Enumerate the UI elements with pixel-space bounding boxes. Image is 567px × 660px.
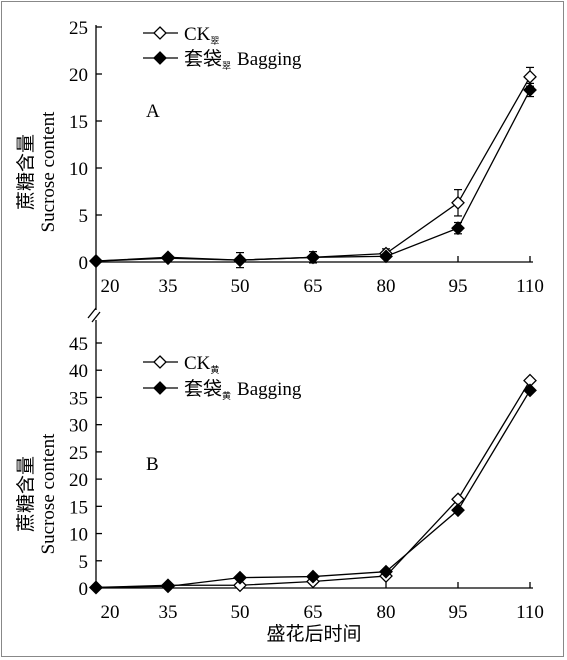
x-tick-label: 95 (449, 276, 468, 297)
panel-b-ylabel-cn: 蔗糖含量 (15, 456, 37, 532)
x-tick-label: 65 (304, 276, 323, 297)
x-tick-label: 80 (377, 602, 396, 623)
x-tick-label: 110 (516, 602, 544, 623)
legend-bagging-suffix: Bagging (237, 49, 302, 70)
panel-b-series (89, 373, 537, 595)
data-point-bagging (233, 253, 247, 268)
legend-b-ck-name: CK (184, 353, 211, 374)
y-tick-label: 30 (69, 416, 88, 437)
legend-b-bagging-sub: 黄 (222, 390, 231, 401)
legend-marker-bagging (153, 51, 167, 65)
data-point-bagging (161, 251, 175, 266)
y-tick-label: 15 (69, 497, 88, 518)
data-point-bagging (161, 579, 175, 594)
data-point-bagging (306, 569, 320, 584)
x-tick-label: 110 (516, 276, 544, 297)
x-tick-label: 20 (101, 276, 120, 297)
x-tick-label: 80 (377, 276, 396, 297)
data-point-bagging (523, 83, 537, 97)
y-tick-label: 10 (69, 159, 88, 180)
y-tick-label: 20 (69, 470, 88, 491)
x-tick-label: 50 (231, 276, 250, 297)
panel-b-xlabel: 盛花后时间 (266, 623, 361, 645)
legend-b-marker-bagging (153, 381, 167, 395)
y-tick-label: 0 (79, 579, 89, 600)
legend-bagging-name: 套袋 (184, 48, 222, 70)
x-tick-label: 35 (159, 276, 178, 297)
legend-b-bagging-label: 套袋黄 Bagging (184, 378, 302, 401)
legend-bagging-label: 套袋翠 Bagging (184, 48, 302, 71)
data-point-bagging (233, 570, 247, 585)
x-tick-label: 35 (159, 602, 178, 623)
data-point-bagging (451, 221, 465, 236)
y-tick-label: 0 (79, 253, 89, 274)
series-line-1 (95, 89, 531, 262)
legend-b-marker-ck (153, 355, 167, 369)
legend-ck-sub: 翠 (210, 36, 219, 46)
y-tick-label: 10 (69, 525, 88, 546)
x-tick-label: 20 (101, 602, 120, 623)
data-point-bagging (523, 383, 537, 398)
panel-b-ylabel-en: Sucrose content (38, 433, 59, 555)
x-tick-label: 65 (304, 602, 323, 623)
y-tick-label: 5 (79, 552, 89, 573)
data-point-bagging (89, 580, 103, 595)
legend-bagging-sub: 翠 (222, 61, 231, 71)
x-tick-label: 50 (231, 602, 250, 623)
axis-break (87, 262, 101, 340)
panel-b-legend: CK黄 套袋黄 Bagging (143, 353, 302, 401)
data-point-bagging (451, 503, 465, 518)
legend-b-ck-sub: 黄 (210, 364, 219, 375)
series-line-0 (95, 380, 531, 589)
y-tick-label: 25 (69, 443, 88, 464)
y-tick-label: 45 (69, 334, 88, 355)
legend-b-bagging-name: 套袋 (184, 378, 222, 400)
y-tick-label: 35 (69, 388, 88, 409)
y-tick-label: 15 (69, 112, 88, 133)
data-point-ck (233, 578, 247, 593)
panel-b: 0 5 10 15 20 25 30 35 40 45 20 35 50 65 80 95 110 B 蔗糖含… (15, 334, 544, 645)
legend-ck-name: CK (184, 24, 211, 45)
panel-b-label: B (146, 454, 159, 475)
legend-ck-label: CK翠 (184, 24, 219, 46)
data-point-bagging (379, 564, 393, 579)
panel-a-y-ticks: 0 5 10 15 20 25 (69, 18, 102, 274)
legend-b-ck-label: CK黄 (184, 353, 219, 375)
series-line-0 (95, 76, 531, 262)
y-tick-label: 20 (69, 65, 88, 86)
data-point-bagging (379, 249, 393, 264)
data-point-ck (523, 69, 537, 84)
y-tick-label: 5 (79, 206, 89, 227)
panel-a-label: A (146, 101, 160, 122)
panel-b-x-ticks: 20 35 50 65 80 95 110 (95, 582, 544, 623)
y-tick-label: 25 (69, 18, 88, 39)
legend-marker-ck (153, 26, 167, 40)
data-point-ck (451, 195, 465, 210)
panel-a-series (89, 66, 537, 269)
panel-a-ylabel-cn: 蔗糖含量 (15, 134, 37, 210)
legend-b-bagging-suffix: Bagging (237, 379, 302, 400)
y-tick-label: 40 (69, 361, 88, 382)
panel-a-ylabel-en: Sucrose content (38, 111, 59, 233)
x-tick-label: 95 (449, 602, 468, 623)
panel-a-legend: CK翠 套袋翠 Bagging (143, 24, 302, 71)
panel-b-y-ticks: 0 5 10 15 20 25 30 35 40 45 (69, 334, 102, 600)
panel-a: 0 5 10 15 20 25 20 35 50 65 80 95 110 A 蔗糖含量 Sucros… (15, 18, 544, 297)
data-point-bagging (306, 250, 320, 265)
